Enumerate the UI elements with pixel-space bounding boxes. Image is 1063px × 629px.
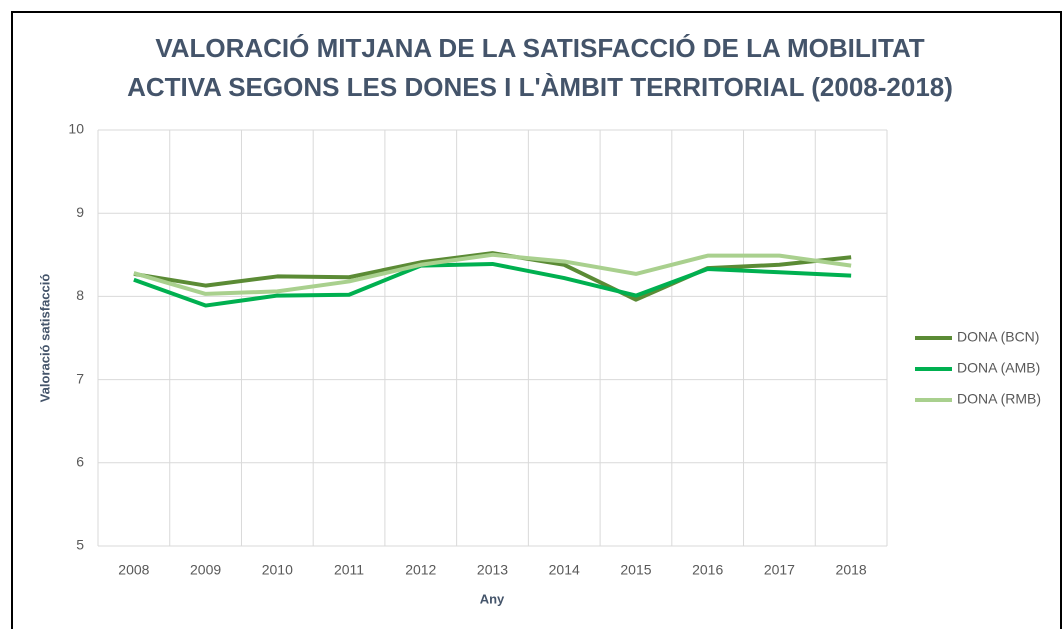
x-tick-label: 2017: [764, 562, 795, 578]
y-tick-label: 9: [76, 204, 84, 220]
x-tick-label: 2009: [190, 562, 221, 578]
y-tick-label: 10: [68, 121, 84, 137]
x-tick-label: 2008: [118, 562, 149, 578]
y-tick-label: 5: [76, 537, 84, 553]
y-axis-title: Valoració satisfacció: [37, 274, 52, 403]
x-axis-title: Any: [480, 591, 505, 606]
legend-label: DONA (RMB): [957, 391, 1041, 407]
series-line: [133, 261, 852, 308]
x-tick-label: 2013: [477, 562, 508, 578]
chart-title: ACTIVA SEGONS LES DONES I L'ÀMBIT TERRIT…: [127, 72, 953, 102]
chart-frame: [11, 11, 1062, 629]
chart-title: VALORACIÓ MITJANA DE LA SATISFACCIÓ DE L…: [155, 33, 924, 63]
y-tick-label: 7: [76, 370, 84, 386]
legend-label: DONA (AMB): [957, 360, 1040, 376]
x-tick-label: 2018: [836, 562, 867, 578]
x-tick-label: 2010: [262, 562, 293, 578]
x-tick-label: 2015: [620, 562, 651, 578]
y-tick-label: 6: [76, 454, 84, 470]
legend-label: DONA (BCN): [957, 329, 1039, 345]
series-line: [133, 252, 852, 296]
x-tick-label: 2012: [405, 562, 436, 578]
x-tick-label: 2011: [334, 562, 364, 578]
x-tick-label: 2014: [549, 562, 580, 578]
x-tick-label: 2016: [692, 562, 723, 578]
y-tick-label: 8: [76, 287, 84, 303]
